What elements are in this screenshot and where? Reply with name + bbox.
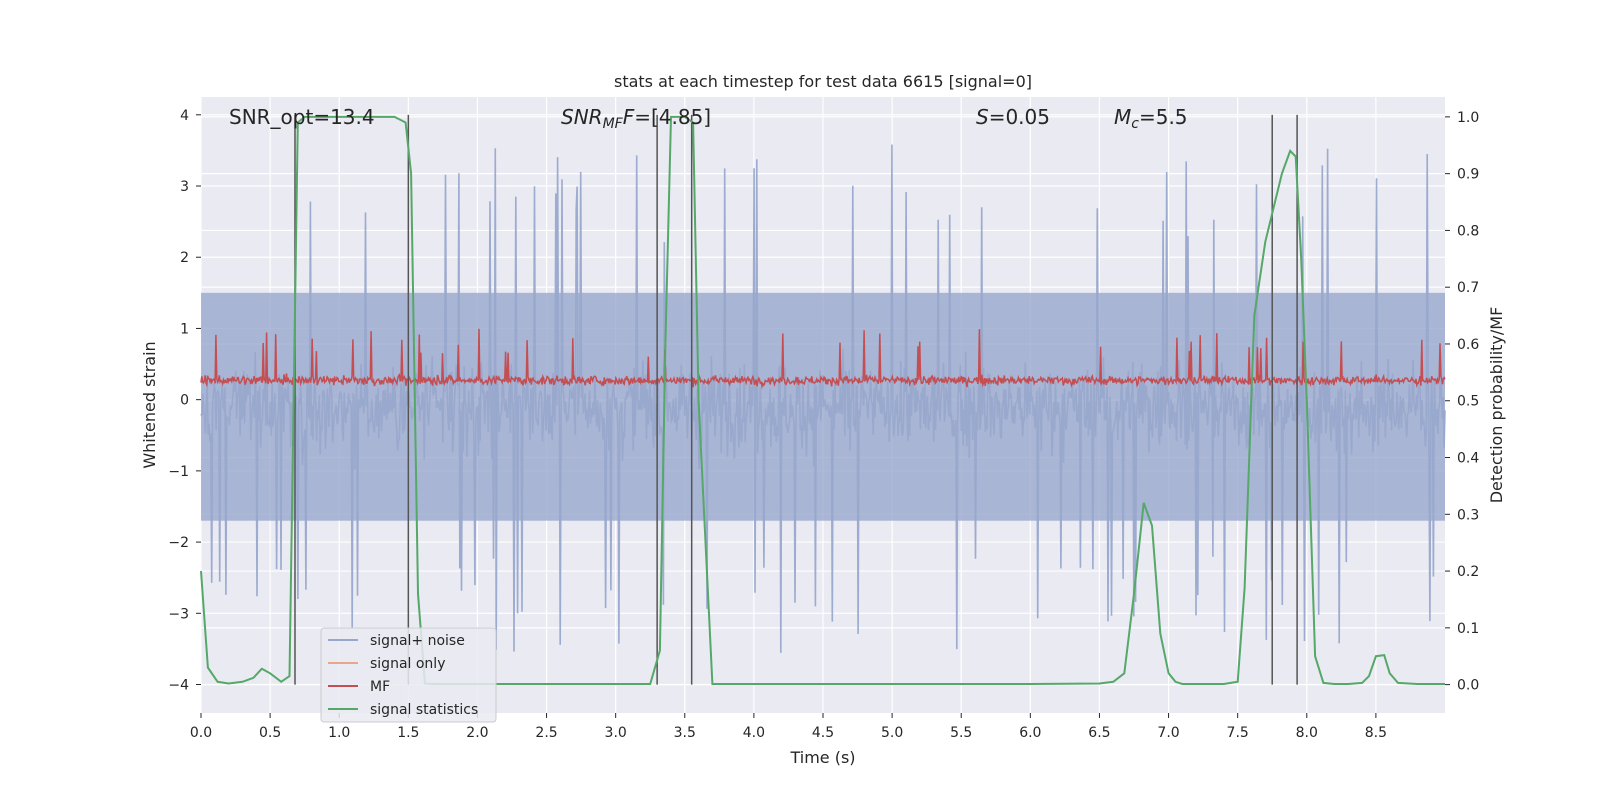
x-axis-label: Time (s) [789, 748, 855, 767]
y-right-tick-label: 0.9 [1457, 167, 1479, 183]
y-right-tick-label: 0.5 [1457, 394, 1479, 410]
chart-title: stats at each timestep for test data 661… [614, 72, 1032, 91]
signal-statistics-line [200, 115, 1445, 685]
y-left-tick-labels: 4 3 2 1 0 −1 −2 −3 −4 [168, 108, 201, 694]
y-right-tick-label: 0.0 [1457, 678, 1479, 694]
legend-label-signal-only: signal only [370, 656, 445, 672]
x-tick-labels: 0.0 0.5 1.0 1.5 2.0 2.5 3.0 3.5 4.0 4.5 5.0 5.5 6.0 6… [190, 713, 1387, 741]
y-left-axis-label: Whitened strain [140, 341, 159, 468]
x-tick-label: 2.0 [466, 725, 488, 741]
y-left-tick-label: −4 [168, 678, 189, 694]
legend-label-signal-noise: signal+ noise [370, 633, 465, 649]
y-right-tick-label: 1.0 [1457, 110, 1479, 126]
y-left-tick-label: 1 [180, 321, 189, 337]
x-tick-label: 3.0 [605, 725, 627, 741]
y-left-tick-label: 4 [180, 108, 189, 124]
y-right-tick-label: 0.6 [1457, 337, 1479, 353]
y-left-tick-label: −3 [168, 606, 189, 622]
x-tick-label: 3.5 [674, 725, 696, 741]
y-right-tick-label: 0.8 [1457, 223, 1479, 239]
annotation-mc: Mc=5.5 [1114, 105, 1188, 132]
x-tick-label: 0.0 [190, 725, 212, 741]
x-tick-label: 2.5 [535, 725, 557, 741]
annotation-s: S=0.05 [976, 105, 1050, 129]
y-right-tick-label: 0.4 [1457, 451, 1479, 467]
legend: signal+ noise signal only MF signal stat… [320, 627, 497, 723]
x-tick-label: 1.5 [397, 725, 419, 741]
vertical-marker-lines [294, 114, 1298, 685]
annotation-mc-subscript: c [1131, 116, 1139, 132]
y-left-tick-label: −1 [168, 464, 189, 480]
x-tick-label: 7.0 [1157, 725, 1179, 741]
x-tick-label: 5.0 [881, 725, 903, 741]
annotation-snr-opt: SNR_opt=13.4 [229, 105, 375, 129]
x-tick-label: 8.0 [1296, 725, 1318, 741]
legend-label-mf: MF [370, 679, 390, 695]
annotation-snr-mf-symbol: SNR [561, 105, 603, 129]
x-tick-label: 0.5 [259, 725, 281, 741]
y-left-tick-label: 3 [180, 179, 189, 195]
annotation-s-value: =0.05 [989, 105, 1050, 129]
y-right-axis-label: Detection probability/MF [1487, 307, 1506, 504]
x-tick-label: 4.0 [743, 725, 765, 741]
y-left-tick-label: −2 [168, 535, 189, 551]
x-tick-label: 4.5 [812, 725, 834, 741]
annotation-snr-mf-f: F [623, 105, 635, 129]
y-right-tick-label: 0.1 [1457, 621, 1479, 637]
signal-noise-dense-band [201, 292, 1445, 521]
legend-box [320, 627, 497, 723]
x-tick-label: 6.5 [1088, 725, 1110, 741]
annotation-snr-mf-value: =[4.85] [634, 105, 711, 129]
y-right-tick-label: 0.2 [1457, 564, 1479, 580]
y-left-tick-label: 0 [180, 393, 189, 409]
annotations: SNR_opt=13.4 SNRMFF=[4.85] S=0.05 Mc=5.5 [229, 105, 1188, 132]
x-tick-label: 1.0 [328, 725, 350, 741]
annotation-snr-mf: SNRMFF=[4.85] [561, 105, 711, 132]
y-left-tick-label: 2 [180, 250, 189, 266]
legend-label-signal-statistics: signal statistics [370, 702, 478, 718]
x-tick-label: 5.5 [950, 725, 972, 741]
annotation-mc-symbol: M [1114, 105, 1131, 129]
y-right-tick-label: 0.3 [1457, 507, 1479, 523]
annotation-snr-mf-subscript: MF [603, 116, 624, 132]
annotation-s-symbol: S [976, 105, 989, 129]
x-tick-label: 7.5 [1227, 725, 1249, 741]
y-right-tick-label: 0.7 [1457, 280, 1479, 296]
x-tick-label: 8.5 [1365, 725, 1387, 741]
x-tick-label: 6.0 [1019, 725, 1041, 741]
y-right-tick-labels: 1.0 0.9 0.8 0.7 0.6 0.5 0.4 0.3 0.2 0.1 0.0 [1445, 110, 1479, 694]
annotation-mc-value: =5.5 [1139, 105, 1188, 129]
signal-statistics-series [200, 115, 1445, 685]
